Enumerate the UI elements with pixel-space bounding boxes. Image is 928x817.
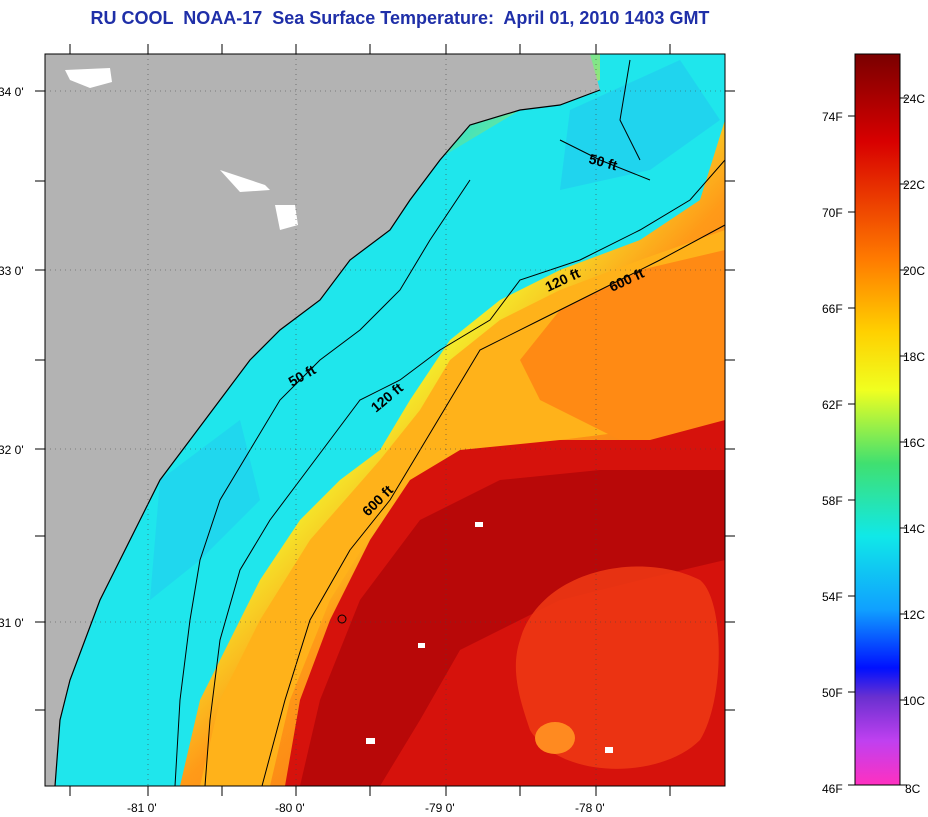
- colorbar-c-label: 22C: [903, 178, 925, 192]
- island-2: [275, 205, 298, 230]
- map-title: RU COOL NOAA-17 Sea Surface Temperature:…: [90, 8, 710, 28]
- colorbar-f-label: 46F: [822, 782, 843, 796]
- orange-offshore: [520, 250, 725, 440]
- eddy-center: [535, 722, 575, 754]
- contour-50ft: [174, 59, 651, 786]
- colorbar-c-label: 24C: [903, 92, 925, 106]
- cloud-patch-nw: [65, 68, 112, 88]
- colorbar: [854, 53, 901, 786]
- lon-label: -79 0': [425, 801, 455, 815]
- colorbar-f-label: 58F: [822, 494, 843, 508]
- lat-label: 33 0': [0, 264, 24, 278]
- sst-map: [45, 54, 725, 786]
- lon-label: -78 0': [575, 801, 605, 815]
- gulf-stream-core: [300, 470, 725, 786]
- colorbar-c-label: 18C: [903, 350, 925, 364]
- colorbar-c-label: 12C: [903, 608, 925, 622]
- buoy-marker: [337, 614, 347, 624]
- contour-120ft: [204, 159, 725, 786]
- lat-label: 32 0': [0, 443, 24, 457]
- colorbar-f-label: 70F: [822, 206, 843, 220]
- colorbar-ticks: [848, 97, 907, 786]
- lon-label: -80 0': [275, 801, 305, 815]
- colorbar-f-label: 66F: [822, 302, 843, 316]
- graticule: [45, 54, 725, 786]
- colorbar-c-label: 14C: [903, 522, 925, 536]
- contour-600ft: [261, 224, 725, 786]
- lon-label: -81 0': [127, 801, 157, 815]
- colorbar-c-label: 10C: [903, 694, 925, 708]
- colorbar-c-label: 16C: [903, 436, 925, 450]
- blue-patch: [560, 60, 720, 190]
- island-1: [220, 170, 270, 192]
- lat-label: 34 0': [0, 85, 24, 99]
- cloud-speck: [475, 522, 483, 527]
- map-frame: [44, 53, 726, 787]
- warm-eddy: [515, 566, 719, 769]
- cloud-speck: [605, 747, 613, 753]
- blue-patch-south: [150, 420, 260, 600]
- depth-label-50ft: 50 ft: [587, 150, 619, 173]
- colorbar-f-label: 54F: [822, 590, 843, 604]
- colorbar-f-label: 74F: [822, 110, 843, 124]
- cloud-speck: [366, 738, 375, 744]
- colorbar-f-label: 62F: [822, 398, 843, 412]
- coastline: [54, 89, 601, 786]
- colorbar-c-label: 8C: [905, 782, 921, 796]
- land: [45, 54, 600, 786]
- axis-ticks: [35, 44, 735, 796]
- colorbar-c-label: 20C: [903, 264, 925, 278]
- cloud-speck: [418, 643, 425, 648]
- colorbar-f-label: 50F: [822, 686, 843, 700]
- cold-shelf-water: [45, 54, 725, 786]
- lat-label: 31 0': [0, 616, 24, 630]
